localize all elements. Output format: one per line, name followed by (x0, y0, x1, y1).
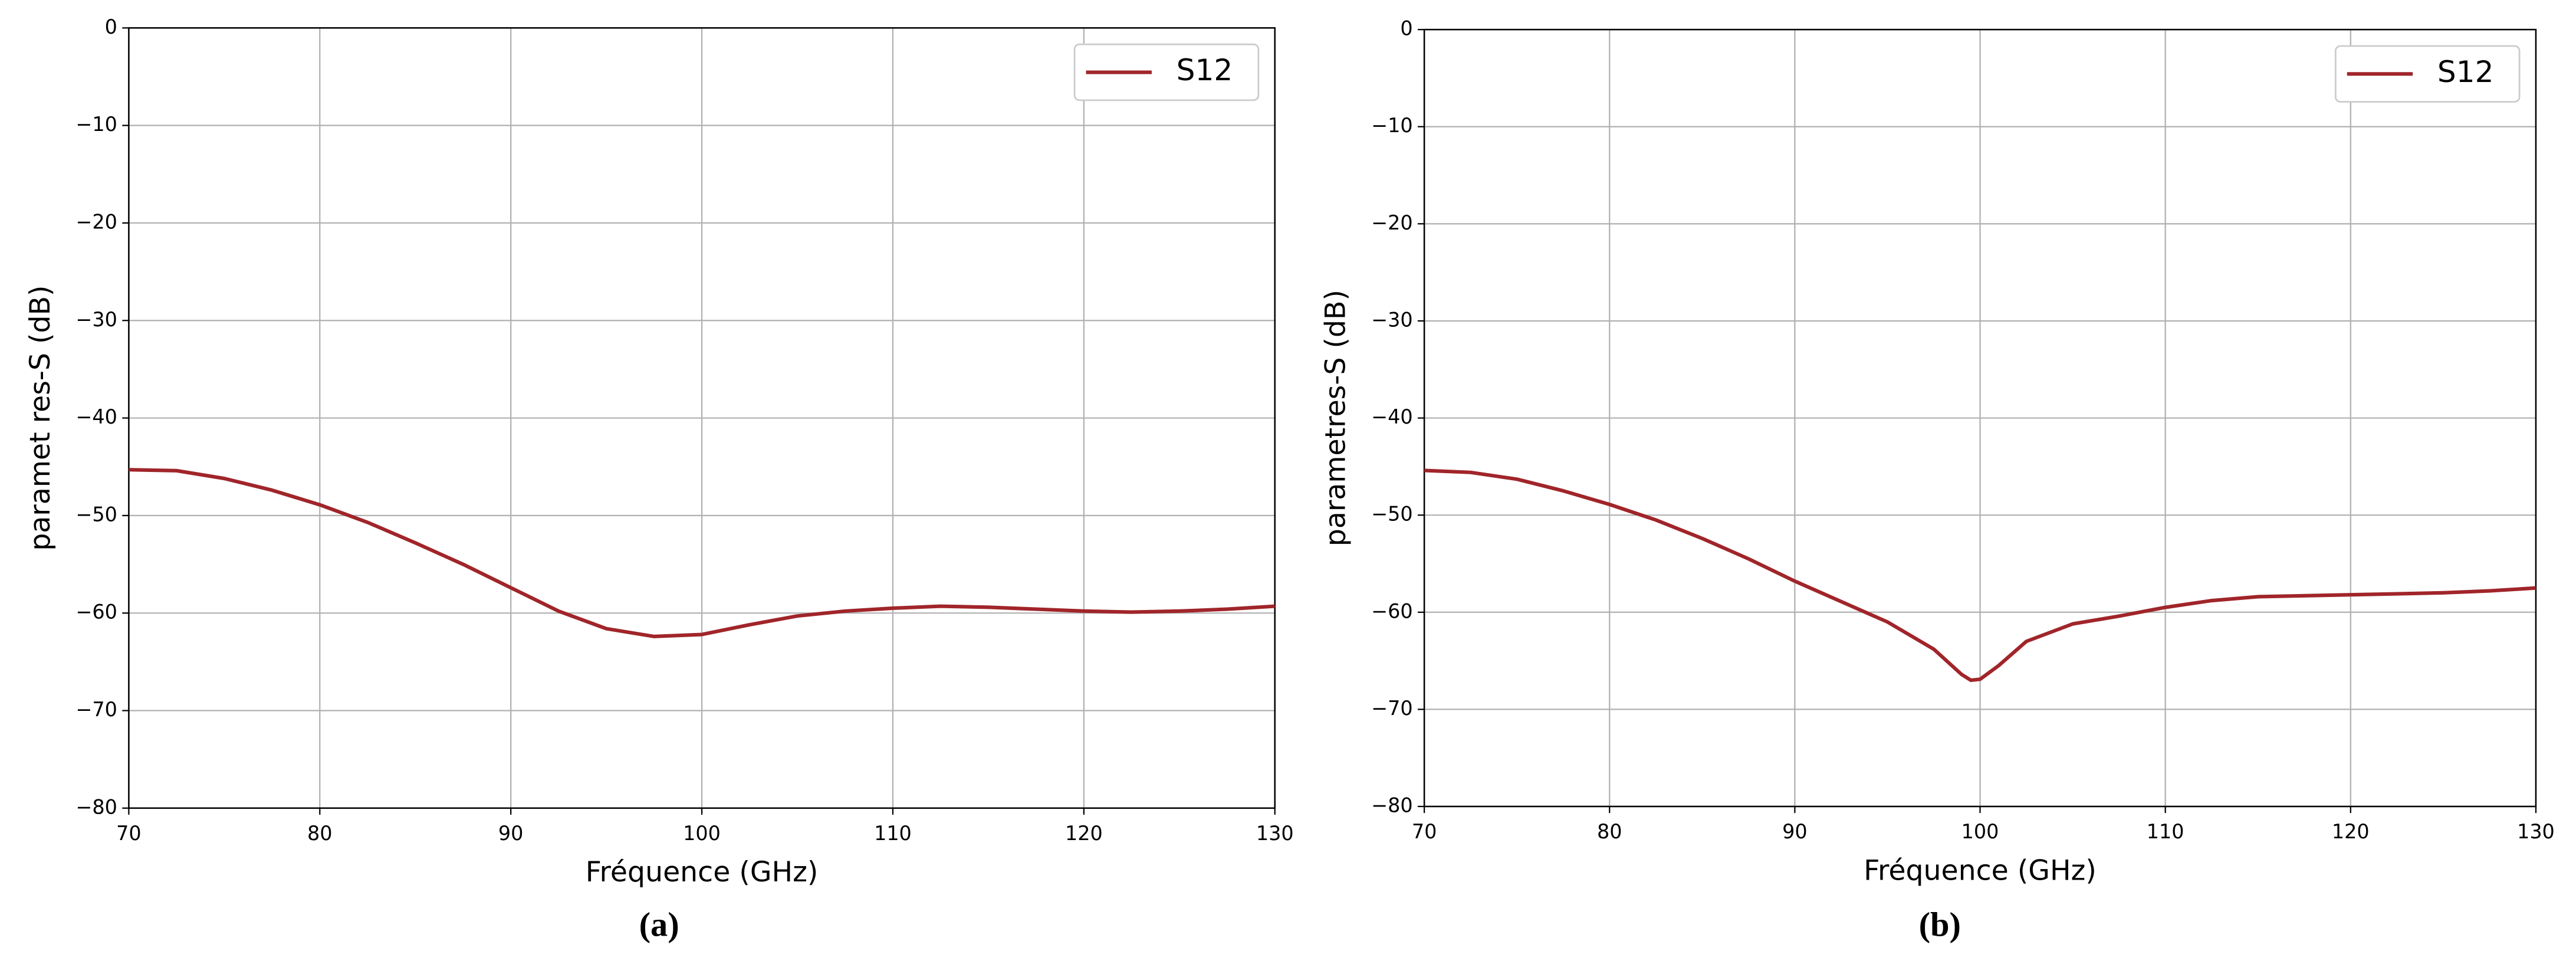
y-tick-label: −50 (1371, 503, 1412, 526)
x-tick-label: 70 (1412, 820, 1437, 843)
x-tick-label: 130 (2517, 820, 2555, 843)
y-tick-label: 0 (1400, 17, 1412, 40)
caption: (b) (1919, 905, 1961, 943)
x-tick-label: 100 (1961, 820, 1999, 843)
x-tick-label: 90 (1782, 820, 1808, 843)
legend-label: S12 (1177, 53, 1233, 87)
y-tick-label: −60 (75, 601, 117, 624)
legend-box (2334, 45, 2521, 103)
y-tick-label: −30 (1371, 308, 1412, 331)
x-tick-label: 80 (307, 822, 332, 845)
x-tick-label: 110 (2147, 820, 2184, 843)
x-axis-label: Fréquence (GHz) (1864, 854, 2097, 887)
y-tick-label: −30 (75, 308, 117, 331)
x-axis-label: Fréquence (GHz) (586, 856, 819, 888)
y-tick-label: −40 (75, 405, 117, 428)
y-axis-label: paramet res-S (dB) (24, 285, 57, 550)
x-tick-label: 120 (2332, 820, 2370, 843)
data-line (129, 468, 1275, 638)
y-tick-label: −50 (75, 503, 117, 526)
y-tick-label: −20 (75, 210, 117, 233)
y-tick-label: 0 (105, 15, 117, 38)
y-tick-label: −40 (1371, 405, 1412, 428)
plot-frame (128, 27, 1276, 809)
x-tick-label: 120 (1065, 822, 1103, 845)
x-tick-label: 90 (498, 822, 524, 845)
y-tick-label: −10 (75, 113, 117, 136)
y-axis-label: parametres-S (dB) (1320, 290, 1352, 546)
caption: (a) (639, 905, 679, 943)
y-tick-label: −70 (1371, 697, 1412, 720)
x-tick-label: 70 (116, 822, 142, 845)
y-tick-label: −60 (1371, 599, 1412, 622)
y-tick-label: −80 (75, 795, 117, 818)
legend-label: S12 (2437, 54, 2494, 89)
y-tick-label: −80 (1371, 794, 1412, 817)
data-line (1424, 468, 2536, 683)
x-tick-label: 110 (874, 822, 912, 845)
legend-box (1073, 43, 1260, 101)
x-tick-label: 130 (1256, 822, 1294, 845)
y-tick-label: −70 (75, 698, 117, 721)
plot-frame (1423, 28, 2537, 808)
y-tick-label: −20 (1371, 211, 1412, 234)
chart-panel: 70 80 90 100 110 120 130 −80 −70 −60 −50 −40 −30 −20 −… (1320, 17, 2555, 944)
chart-panel: 70 80 90 100 110 120 130 −80 −70 −60 −50 −40 −30 −20 −… (24, 15, 1294, 944)
x-tick-label: 80 (1597, 820, 1622, 843)
y-tick-label: −10 (1371, 114, 1412, 137)
x-tick-label: 100 (683, 822, 721, 845)
